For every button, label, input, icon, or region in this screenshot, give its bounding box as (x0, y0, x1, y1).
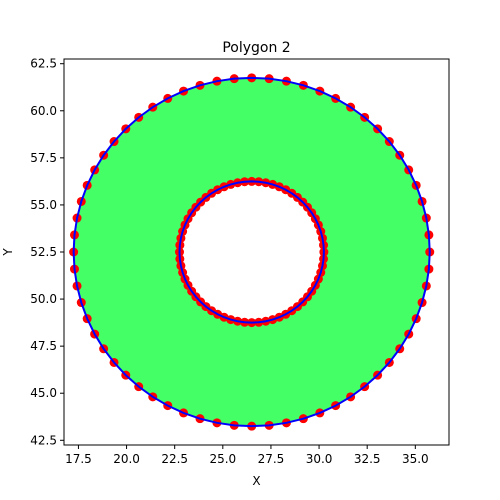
y-axis-label: Y (1, 248, 15, 257)
x-tick-label: 17.5 (65, 452, 92, 466)
y-tick-label: 45.0 (30, 386, 57, 400)
polygon-layer (69, 73, 435, 431)
y-tick-label: 60.0 (30, 104, 57, 118)
x-tick-label: 35.0 (402, 452, 429, 466)
x-tick-label: 22.5 (161, 452, 188, 466)
x-tick-label: 27.5 (258, 452, 285, 466)
x-tick-label: 32.5 (354, 452, 381, 466)
y-tick-label: 62.5 (30, 57, 57, 71)
polygon-fill (73, 77, 430, 427)
y-tick-label: 47.5 (30, 339, 57, 353)
y-axis: 42.5 45.0 47.5 50.0 52.5 55.0 57.5 60.0 62.5 (30, 57, 64, 447)
x-tick-label: 20.0 (113, 452, 140, 466)
y-tick-label: 42.5 (30, 433, 57, 447)
x-tick-label: 25.0 (209, 452, 236, 466)
outer-boundary-line (72, 76, 431, 428)
x-axis-label: X (252, 474, 260, 488)
x-axis: 17.5 20.0 22.5 25.0 27.5 30.0 32.5 35.0 (65, 445, 429, 466)
chart-title: Polygon 2 (222, 40, 290, 56)
plot-area (63, 58, 450, 446)
y-tick-label: 55.0 (30, 198, 57, 212)
y-tick-label: 52.5 (30, 245, 57, 259)
y-tick-label: 57.5 (30, 151, 57, 165)
inner-boundary-line (178, 180, 325, 324)
x-tick-label: 30.0 (306, 452, 333, 466)
y-tick-label: 50.0 (30, 292, 57, 306)
